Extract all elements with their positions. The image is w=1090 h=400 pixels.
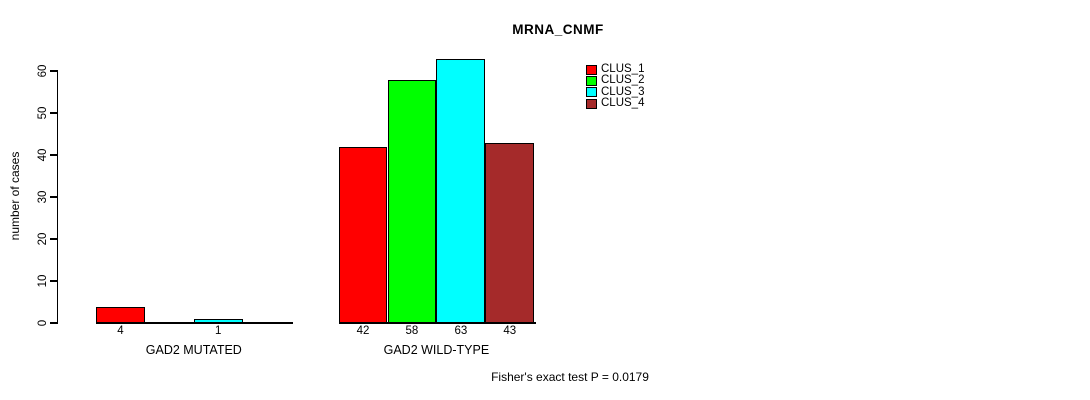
- legend-label: CLUS_4: [601, 96, 645, 109]
- bar-value-label: 42: [356, 325, 370, 337]
- y-axis-line: [56, 70, 58, 324]
- y-tick-label: 0: [37, 319, 49, 326]
- category-label: GAD2 WILD-TYPE: [383, 343, 490, 357]
- legend-swatch-clus_4: [586, 98, 597, 109]
- y-tick: [49, 112, 57, 114]
- bar-value-label: 63: [454, 325, 468, 337]
- bar-value-label: 58: [405, 325, 419, 337]
- bar-clus_3: [193, 319, 243, 324]
- y-tick-label: 30: [37, 190, 49, 204]
- bar-clus_1: [338, 147, 388, 324]
- legend-item: CLUS_2: [586, 74, 645, 87]
- y-tick-label: 50: [37, 106, 49, 120]
- legend-label: CLUS_3: [601, 85, 645, 98]
- legend-label: CLUS_2: [601, 74, 645, 87]
- legend: CLUS_1 CLUS_2 CLUS_3 CLUS_4: [586, 63, 645, 109]
- y-tick-label: 20: [37, 232, 49, 246]
- legend-item: CLUS_4: [586, 96, 645, 109]
- legend-swatch-clus_2: [586, 75, 597, 86]
- y-tick-label: 10: [37, 274, 49, 288]
- bar-clus_4: [485, 142, 535, 324]
- bar-clus_2: [387, 79, 437, 324]
- y-axis-title: number of cases: [8, 151, 22, 241]
- legend-item: CLUS_3: [586, 85, 645, 98]
- y-tick: [49, 280, 57, 282]
- bar-value-label: 43: [503, 325, 517, 337]
- legend-swatch-clus_1: [586, 64, 597, 75]
- bar-clus_1: [96, 306, 145, 324]
- legend-item: CLUS_1: [586, 63, 645, 75]
- annotation-text: Fisher's exact test P = 0.0179: [491, 370, 649, 384]
- y-tick: [49, 322, 57, 324]
- y-tick: [49, 238, 57, 240]
- legend-label: CLUS_1: [601, 63, 645, 75]
- bar-value-label: 4: [117, 325, 124, 337]
- y-tick: [49, 196, 57, 198]
- bar-value-label: 1: [215, 325, 222, 337]
- y-tick-label: 60: [37, 64, 49, 78]
- y-tick: [49, 154, 57, 156]
- category-label: GAD2 MUTATED: [145, 343, 242, 357]
- y-tick: [49, 70, 57, 72]
- chart-title: MRNA_CNMF: [512, 22, 604, 37]
- bar-clus_3: [436, 58, 486, 324]
- y-tick-label: 40: [37, 148, 49, 162]
- legend-swatch-clus_3: [586, 87, 597, 98]
